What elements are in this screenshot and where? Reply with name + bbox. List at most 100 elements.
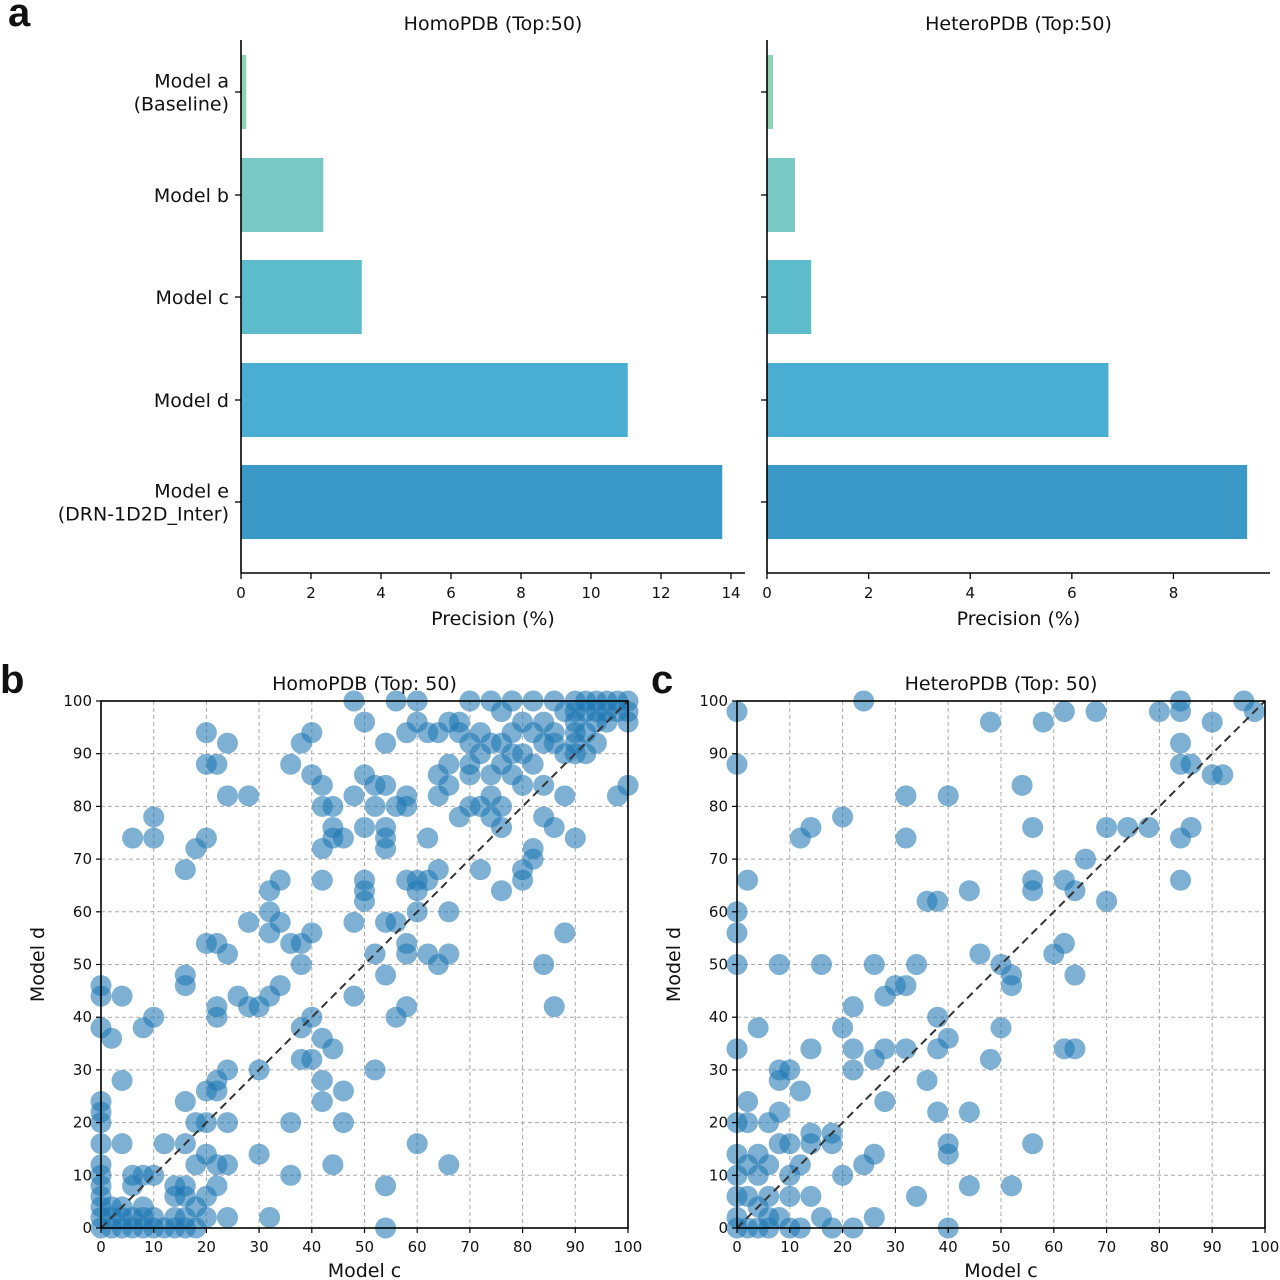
x-tick-label: 6 (1067, 584, 1077, 602)
y-tick-label: 50 (73, 956, 92, 974)
heteropdb-bar-chart: HeteroPDB (Top:50) 0 2 4 6 8 Precision (%) (761, 13, 1270, 630)
x-tick-label: 10 (144, 1238, 163, 1256)
scatter-point (311, 869, 333, 891)
chart-title: HomoPDB (Top:50) (404, 13, 583, 35)
scatter-point (311, 1069, 333, 1091)
scatter-point (533, 954, 555, 975)
scatter-point (958, 1175, 980, 1197)
y-tick-label: 30 (709, 1061, 728, 1079)
scatter-point (375, 838, 397, 860)
x-tick-label: 40 (939, 1238, 958, 1256)
x-axis-label: Precision (%) (957, 608, 1081, 630)
scatter-point (322, 1154, 344, 1176)
x-tick-label: 90 (566, 1238, 585, 1256)
scatter-point (491, 795, 513, 817)
diagonal-line (736, 700, 1266, 1229)
scatter-point (842, 1038, 864, 1060)
scatter-point (916, 1069, 938, 1091)
scatter-point (832, 1017, 854, 1039)
y-tick-label: 20 (73, 1114, 92, 1132)
y-tick-label: 0 (82, 1219, 92, 1237)
scatter-point (216, 1112, 238, 1134)
x-axis-label: Model c (328, 1260, 402, 1280)
x-tick-label: 40 (302, 1238, 321, 1256)
scatter-point (280, 1112, 302, 1134)
scatter-point (585, 732, 607, 754)
category-label: Model a (154, 71, 229, 93)
scatter-point (153, 1133, 175, 1155)
scatter-point (543, 816, 565, 838)
y-tick-label: 50 (709, 956, 728, 974)
scatter-point (979, 1048, 1001, 1070)
scatter-point (280, 753, 302, 775)
scatter-point (195, 722, 217, 744)
scatter-point (354, 890, 375, 912)
y-tick-label: 20 (709, 1114, 728, 1132)
scatter-point (206, 1175, 228, 1197)
scatter-point (810, 954, 832, 975)
x-tick-label: 4 (965, 584, 975, 602)
scatter-point (1117, 816, 1139, 838)
bar (241, 363, 628, 437)
scatter-point (216, 732, 238, 754)
scatter-point (737, 1112, 759, 1134)
scatter-point (396, 795, 418, 817)
y-tick-label: 100 (63, 692, 92, 710)
scatter-point (927, 1006, 949, 1028)
diagonal-line (100, 700, 629, 1229)
scatter-point (438, 1154, 460, 1176)
y-tick-label: 90 (73, 745, 92, 763)
x-tick-label: 70 (1097, 1238, 1116, 1256)
x-tick-label: 60 (408, 1238, 427, 1256)
scatter-point (1064, 964, 1086, 986)
scatter-point (469, 859, 491, 881)
y-tick-label: 40 (709, 1008, 728, 1026)
x-tick-label: 8 (1169, 584, 1179, 602)
scatter-point (311, 1091, 333, 1113)
scatter-point (1022, 1133, 1044, 1155)
homopdb-bar-chart: HomoPDB (Top:50) 0 2 4 6 8 10 12 14 Model a(Basel… (58, 13, 745, 630)
x-tick-label: 8 (516, 584, 526, 602)
x-tick-label: 20 (197, 1238, 216, 1256)
scatter-point (979, 711, 1001, 733)
scatter-point (874, 1091, 896, 1113)
scatter-point (216, 785, 238, 807)
panel-letter-a: a (8, 0, 31, 35)
scatter-point (143, 1006, 165, 1028)
scatter-point (927, 1101, 949, 1123)
scatter-point (895, 827, 917, 849)
scatter-point (1022, 816, 1044, 838)
scatter-point (396, 943, 418, 965)
scatter-point (800, 1185, 822, 1207)
scatter-point (206, 753, 228, 775)
scatter-point (789, 1080, 811, 1102)
scatter-point (1212, 764, 1234, 786)
scatter-point (927, 890, 949, 912)
y-axis-label: Model d (27, 927, 49, 1002)
scatter-point (301, 922, 323, 944)
scatter-point (385, 911, 407, 933)
scatter-point (937, 1027, 959, 1049)
scatter-point (216, 1154, 238, 1176)
scatter-point (832, 806, 854, 828)
scatter-point (958, 1101, 980, 1123)
scatter-point (1053, 932, 1075, 954)
bar (767, 55, 774, 129)
panel-letter-b: b (0, 658, 24, 702)
scatter-point (522, 848, 544, 870)
scatter-point (354, 816, 375, 838)
y-tick-label: 10 (709, 1166, 728, 1184)
x-axis-label: Precision (%) (431, 608, 555, 630)
y-tick-label: 80 (73, 797, 92, 815)
scatter-point (874, 1038, 896, 1060)
x-tick-label: 14 (721, 584, 740, 602)
scatter-point (800, 816, 822, 838)
x-tick-label: 2 (306, 584, 316, 602)
scatter-point (332, 1080, 354, 1102)
scatter-point (969, 943, 991, 965)
x-tick-label: 80 (1150, 1238, 1169, 1256)
bar (767, 465, 1248, 539)
scatter-point (800, 1133, 822, 1155)
scatter-point (512, 869, 534, 891)
scatter-point (958, 880, 980, 902)
